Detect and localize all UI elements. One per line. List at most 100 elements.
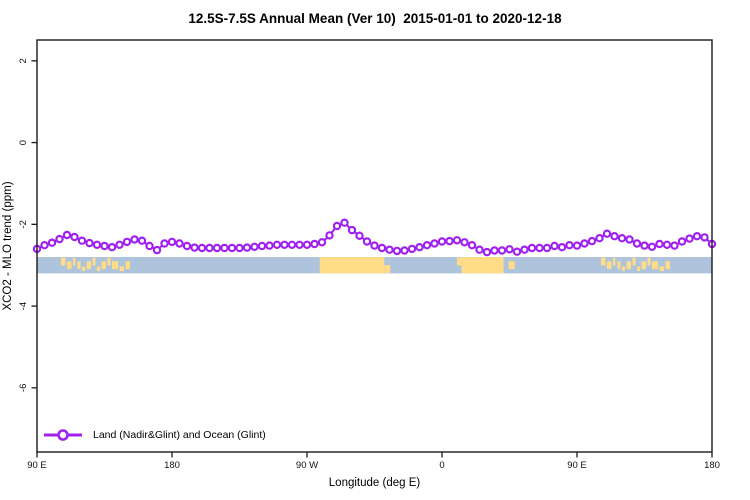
data-point-marker: [152, 245, 162, 255]
data-point-marker: [55, 234, 64, 244]
data-point-marker: [512, 247, 522, 256]
data-point-marker: [400, 246, 409, 255]
data-point-marker: [167, 237, 177, 247]
data-point-marker: [332, 221, 342, 231]
data-point-marker: [685, 234, 694, 243]
y-axis-label: XCO2 - MLO trend (ppm): [2, 181, 14, 311]
land-patch: [641, 261, 646, 270]
chart-title: 12.5S-7.5S Annual Mean (Ver 10) 2015-01-…: [188, 11, 562, 26]
land-patch: [622, 266, 625, 272]
data-point-marker: [302, 240, 312, 249]
data-point-marker: [655, 239, 664, 249]
data-point-marker: [692, 231, 702, 241]
data-point-marker: [92, 240, 102, 249]
plot-box: [36, 39, 713, 453]
data-point-marker: [145, 241, 154, 251]
data-series: [32, 218, 717, 257]
data-point-marker: [70, 232, 79, 242]
y-tick-label: -2: [18, 220, 29, 228]
land-patch: [613, 257, 616, 266]
data-point-marker: [610, 231, 619, 241]
data-point-marker: [122, 237, 132, 247]
data-point-marker: [250, 242, 259, 251]
data-point-marker: [227, 243, 237, 253]
land-patch: [119, 266, 124, 272]
map-strip: [37, 257, 712, 274]
land-patch: [73, 257, 76, 266]
data-point-marker: [587, 236, 597, 246]
land-patch: [607, 261, 612, 270]
data-point-marker: [62, 230, 72, 240]
data-point-marker: [160, 239, 169, 248]
data-point-marker: [445, 236, 454, 246]
data-point-marker: [212, 243, 222, 253]
land-patch: [652, 261, 658, 270]
data-point-marker: [355, 231, 364, 240]
data-point-marker: [625, 235, 634, 244]
data-point-marker: [572, 241, 582, 250]
legend-label: Land (Nadir&Glint) and Ocean (Glint): [93, 429, 266, 441]
land-patch: [319, 257, 385, 274]
data-point-marker: [295, 240, 304, 249]
data-point-marker: [340, 218, 349, 227]
data-point-marker: [565, 240, 574, 250]
y-tick-label: 0: [18, 140, 29, 145]
data-point-marker: [632, 239, 642, 248]
data-point-marker: [77, 236, 87, 245]
land-patch: [97, 266, 100, 272]
data-point-marker: [542, 243, 552, 253]
data-point-marker: [520, 245, 529, 254]
data-point-marker: [220, 243, 229, 253]
data-point-marker: [670, 241, 679, 250]
data-point-marker: [310, 239, 319, 249]
data-point-marker: [617, 233, 627, 243]
data-point-marker: [482, 247, 492, 257]
data-point-marker: [257, 241, 267, 251]
data-point-marker: [490, 246, 499, 255]
data-point-marker: [407, 244, 417, 254]
data-point-marker: [580, 239, 589, 248]
data-point-marker: [130, 235, 139, 244]
data-point-marker: [370, 241, 379, 250]
data-point-marker: [497, 246, 507, 255]
data-point-marker: [175, 239, 184, 248]
data-point-marker: [85, 238, 94, 248]
legend-open-circle-icon: [57, 429, 69, 441]
data-point-marker: [437, 237, 447, 246]
data-point-marker: [602, 229, 612, 238]
data-point-marker: [115, 240, 124, 249]
land-patch: [112, 261, 118, 270]
x-tick-label: 90 W: [296, 460, 318, 471]
land-patch: [67, 261, 72, 270]
data-point-marker: [137, 236, 147, 245]
x-tick-label: 90 E: [567, 460, 587, 471]
data-point-marker: [415, 242, 424, 252]
data-point-marker: [460, 238, 469, 247]
data-point-marker: [205, 243, 214, 253]
legend-marker-icon: [44, 429, 82, 441]
data-point-marker: [640, 241, 649, 250]
land-patch: [61, 257, 66, 266]
data-point-marker: [647, 242, 657, 251]
y-axis-ticks: 2 0 -2 -4 -6: [18, 58, 37, 392]
land-patch: [384, 265, 391, 273]
data-point-marker: [362, 237, 372, 246]
data-point-marker: [557, 242, 567, 252]
data-point-marker: [550, 241, 559, 251]
y-tick-label: -6: [18, 384, 29, 392]
data-point-marker: [182, 241, 192, 251]
land-patch: [86, 261, 91, 270]
data-point-marker: [377, 243, 387, 253]
data-point-marker: [452, 236, 462, 245]
data-point-marker: [197, 243, 207, 253]
legend: Land (Nadir&Glint) and Ocean (Glint): [42, 428, 266, 442]
land-patch: [626, 261, 631, 270]
x-tick-label: 0: [439, 460, 444, 471]
x-axis-label: Longitude (deg E): [328, 477, 421, 489]
data-point-marker: [347, 225, 357, 235]
data-point-marker: [527, 243, 537, 253]
data-point-marker: [317, 238, 327, 247]
land-patch: [125, 261, 130, 270]
data-point-marker: [47, 238, 57, 247]
